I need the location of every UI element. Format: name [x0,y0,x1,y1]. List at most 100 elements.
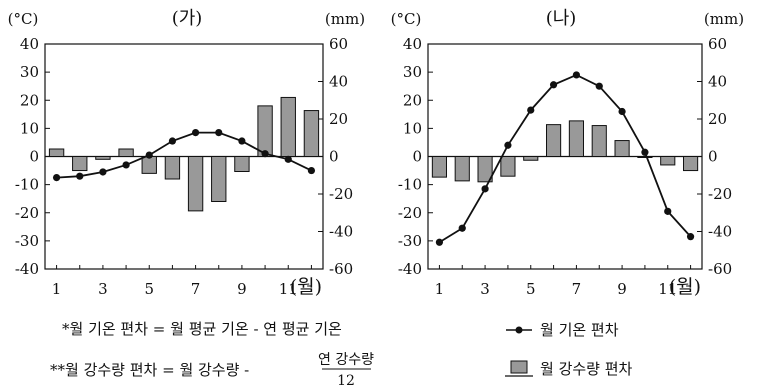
temperature-point [122,161,130,169]
temperature-point [168,137,177,145]
precipitation-bar [568,120,584,157]
left-axis-unit: (°C) [8,10,39,28]
month-tick-label: 1 [435,280,445,298]
month-tick-label: 1 [52,280,62,298]
temp-tick-label: 40 [403,35,422,53]
temperature-point [481,185,489,193]
temp-tick-label: -30 [15,232,39,250]
month-tick-label: 11 [279,280,298,298]
temperature-line [438,73,692,244]
temperature-point [284,155,292,163]
precip-tick-label: -20 [329,185,353,203]
temperature-point [52,173,61,182]
precip-tick-label: -20 [708,185,732,203]
precipitation-bar [257,105,273,157]
precipitation-bar [454,156,470,182]
temp-tick-label: 10 [20,119,39,137]
note-temperature-deviation: *월 기온 편차 = 월 평균 기온 - 연 평균 기온 [62,320,342,338]
temperature-point [99,168,107,176]
x-axis-unit: (월) [290,276,322,298]
chart-title: (가) [172,8,203,29]
temp-tick-label: -40 [398,260,422,278]
precipitation-bar [660,156,676,166]
chart-ga: 40 30 20 10 0 -10 -20 -30 -40 60 40 20 0 -20 -40 -60 1 3 5… [8,8,365,298]
precipitation-bar [211,156,227,202]
month-tick-label: 9 [617,280,627,298]
precip-tick-label: 0 [329,148,339,166]
temperature-point [261,150,269,158]
precipitation-bar [164,156,181,180]
note-fraction-numerator: 연 강수량 [318,352,374,368]
precipitation-bar [141,156,157,174]
precipitation-bar [477,156,493,183]
right-axis-unit: (mm) [325,10,365,28]
temperature-point [664,207,672,215]
precipitation-bar [637,156,653,158]
month-tick-label: 7 [572,280,582,298]
temperature-point [238,137,246,145]
left-axis-unit: (°C) [391,10,422,28]
precip-tick-label: -60 [329,260,353,278]
precip-tick-label: 40 [708,73,727,91]
precipitation-bar [523,156,539,161]
temp-tick-label: 0 [29,148,39,166]
precipitation-bar [187,156,204,212]
month-tick-label: 7 [191,280,201,298]
temperature-point [641,148,649,156]
temp-tick-label: 30 [403,63,422,81]
legend-temp-label: 월 기온 편차 [540,321,619,339]
x-axis-unit: (월) [669,276,701,298]
precipitation-bar [118,148,134,157]
temperature-point [215,128,223,137]
right-axis-unit: (mm) [704,10,744,28]
temp-tick-label: -10 [15,176,39,194]
temp-tick-label: 20 [403,91,422,109]
month-tick-label: 5 [144,280,154,298]
legend-precip-label: 월 강수량 편차 [540,360,633,378]
temp-tick-label: 40 [20,35,39,53]
chart-title: (나) [546,8,577,29]
temp-tick-label: 30 [20,63,39,81]
month-tick-label: 3 [98,280,108,298]
precip-tick-label: 20 [329,110,348,128]
temp-tick-label: 10 [403,119,422,137]
temperature-point [572,71,581,79]
precip-tick-label: 40 [329,73,348,91]
precipitation-bar [500,156,516,177]
temperature-point [145,151,153,159]
legend-marker-icon [515,326,523,334]
temp-tick-label: 20 [20,91,39,109]
temp-tick-label: -10 [398,176,422,194]
temperature-point [191,128,200,137]
precipitation-bar [48,148,65,157]
temp-tick-label: -20 [15,204,39,222]
precip-tick-label: 20 [708,110,727,128]
temp-tick-label: -20 [398,204,422,222]
legend-bar-icon [510,360,528,374]
note-fraction-denominator: 12 [337,373,355,389]
month-tick-label: 11 [658,280,677,298]
note-precipitation-deviation: **월 강수량 편차 = 월 강수량 - [50,361,249,379]
temp-tick-label: 0 [412,148,422,166]
temperature-point [686,233,695,241]
precip-tick-label: 60 [708,35,727,53]
precipitation-bar [546,124,562,157]
precipitation-bar [683,156,699,172]
temperature-point [458,224,466,232]
precipitation-bar [95,156,111,160]
precipitation-bar [614,140,630,157]
precipitation-bar [234,156,250,172]
temperature-line [56,131,312,179]
temperature-point [618,107,626,116]
temperature-point [527,106,535,114]
precipitation-bar [431,156,447,178]
precip-tick-label: 0 [708,148,718,166]
month-tick-label: 5 [526,280,536,298]
precipitation-bar [72,156,88,172]
temperature-point [76,172,84,180]
precipitation-bar [303,110,320,157]
month-tick-label: 9 [237,280,247,298]
temp-tick-label: -40 [15,260,39,278]
chart-na: 40 30 20 10 0 -10 -20 -30 -40 60 40 20 0 -20 -40 -60 1 3 5… [391,8,744,298]
